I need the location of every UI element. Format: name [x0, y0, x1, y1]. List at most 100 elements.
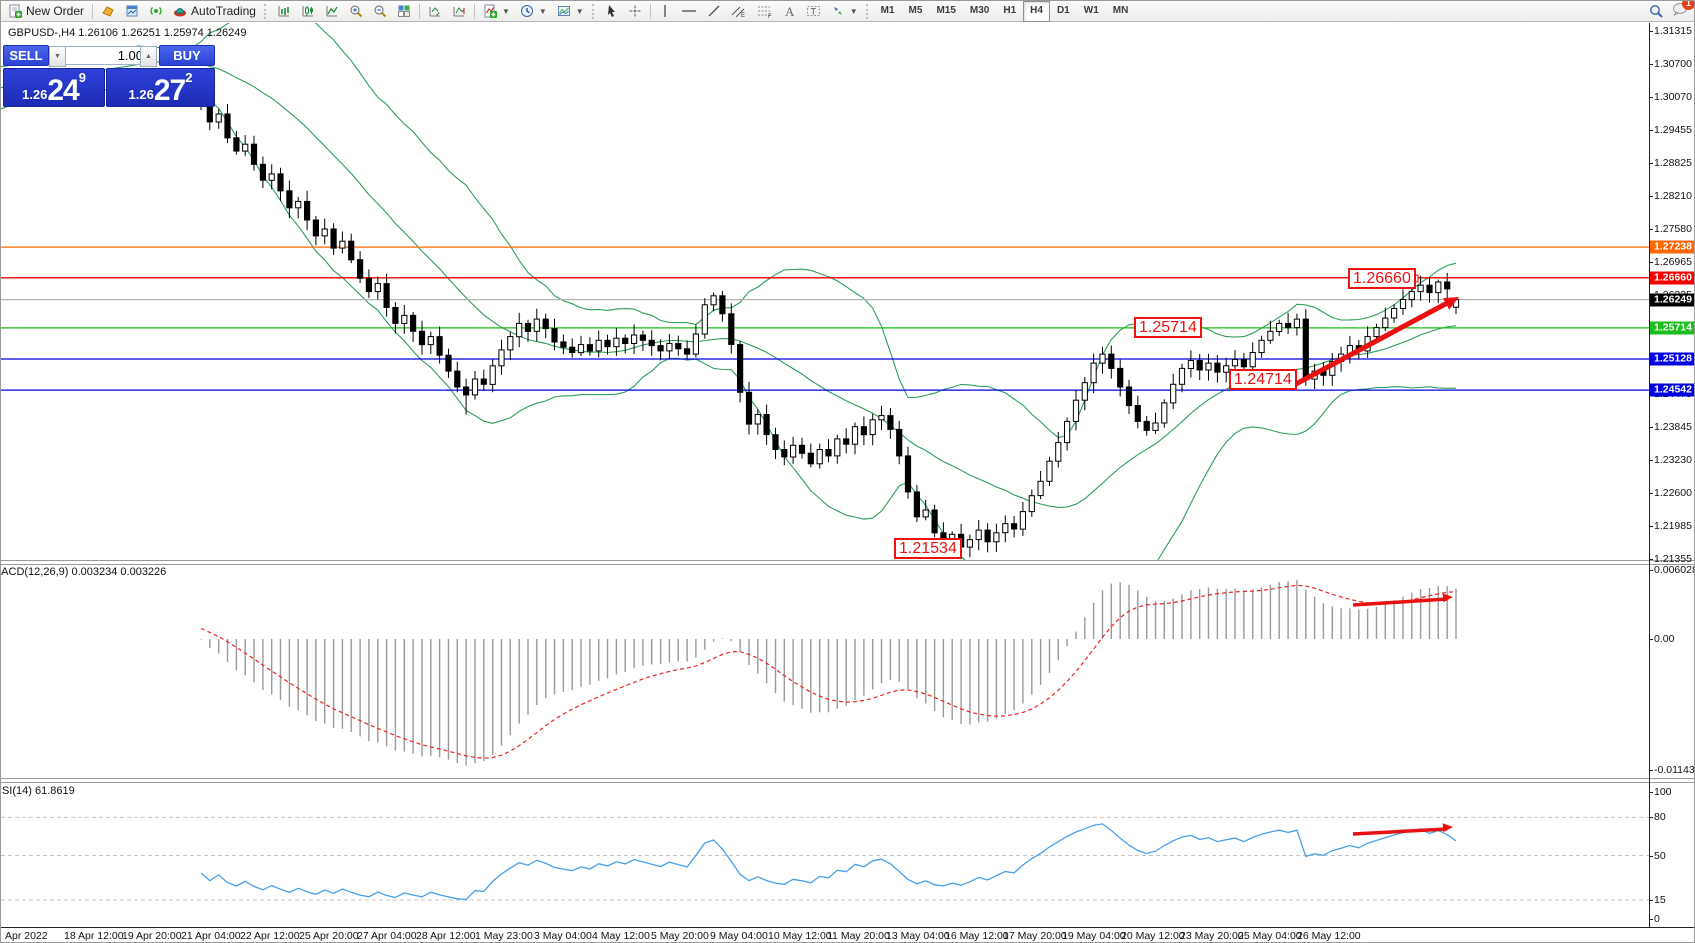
line-chart-button[interactable]: [320, 1, 344, 22]
price-tick-label: 1.30700: [1654, 57, 1692, 70]
axis-tick: [1649, 900, 1653, 901]
zoom-in-icon: [350, 5, 363, 18]
bar-chart-button[interactable]: [272, 1, 296, 22]
time-tick-label: 19 Apr 20:00: [122, 930, 182, 942]
notifications-button[interactable]: 1: [1672, 1, 1694, 21]
panel-separator[interactable]: [1, 560, 1694, 565]
axis-tick: [1649, 163, 1653, 164]
tab-m1[interactable]: M1: [880, 4, 895, 16]
trend-arrow[interactable]: [1292, 297, 1459, 388]
price-annotation[interactable]: 1.21534: [894, 538, 962, 559]
vertical-line-icon: [664, 5, 666, 17]
rsi-tick-label: 50: [1654, 849, 1666, 862]
text-label-tool[interactable]: T: [801, 1, 826, 22]
time-tick-label: 3 May 04:00: [534, 930, 592, 942]
rsi-tick-label: 0: [1654, 913, 1660, 925]
tab-mn[interactable]: MN: [1112, 4, 1129, 16]
autotrading-icon: [174, 8, 187, 17]
level-price-label: 1.25714: [1650, 321, 1694, 335]
tab-w1[interactable]: W1: [1083, 4, 1099, 16]
price-annotation[interactable]: 1.25714: [1134, 317, 1202, 338]
sell-price-big: 24: [47, 74, 79, 107]
cursor-tool-button[interactable]: [600, 1, 623, 22]
macd-signal-line: [200, 584, 1457, 759]
equidistant-channel-tool[interactable]: E: [726, 1, 752, 22]
rsi-panel[interactable]: [1, 781, 1649, 927]
current-price-label: 1.26249: [1650, 293, 1694, 307]
price-tick-label: 1.21355: [1654, 553, 1692, 565]
time-tick-label: 20 May 12:00: [1121, 930, 1185, 942]
separator: [263, 3, 269, 19]
separator: [865, 3, 871, 19]
axis-tick: [1649, 31, 1653, 32]
tab-m30[interactable]: M30: [969, 4, 990, 16]
axis-tick: [1649, 855, 1653, 857]
time-tick-label: 27 Apr 04:00: [357, 930, 417, 942]
price-tick-label: 1.22600: [1654, 487, 1692, 499]
time-tick-label: 18 Apr 12:00: [64, 930, 124, 942]
search-icon[interactable]: [1649, 4, 1664, 19]
new-order-button[interactable]: New Order: [3, 1, 89, 22]
indicators-button[interactable]: ▼: [478, 1, 515, 22]
axis-tick: [1649, 195, 1653, 197]
volume-input[interactable]: [65, 46, 148, 65]
buy-price-display[interactable]: 1.26 27 2: [106, 68, 215, 107]
time-tick-label: 17 May 20:00: [1003, 930, 1067, 942]
time-tick-label: 1 May 23:00: [475, 930, 533, 942]
arrows-tool[interactable]: ▼: [826, 1, 863, 22]
time-tick-label: 26 May 12:00: [1297, 930, 1361, 942]
templates-button[interactable]: ▼: [552, 1, 589, 22]
axis-tick: [1649, 559, 1653, 560]
panel-separator[interactable]: [1, 778, 1694, 783]
candlestick-chart-button[interactable]: [296, 1, 320, 22]
sell-price-display[interactable]: 1.26 24 9: [3, 68, 105, 107]
zoom-out-icon: [374, 5, 387, 18]
axis-tick: [1649, 229, 1653, 230]
macd-arrow[interactable]: [1352, 593, 1453, 607]
tab-h4[interactable]: H4: [1023, 1, 1050, 22]
text-tool[interactable]: A: [778, 1, 801, 22]
new-chart-button[interactable]: [96, 1, 120, 22]
macd-histogram: [200, 579, 1457, 766]
crosshair-tool-button[interactable]: [623, 1, 647, 22]
tab-m15[interactable]: M15: [936, 4, 956, 16]
chart-shift-icon: [453, 7, 465, 17]
time-tick-label: 5 May 20:00: [651, 930, 709, 942]
profiles-button[interactable]: [120, 1, 144, 22]
price-annotation[interactable]: 1.26660: [1348, 268, 1416, 289]
fibonacci-tool[interactable]: F: [752, 1, 778, 22]
buy-button[interactable]: BUY: [159, 45, 215, 66]
tile-windows-button[interactable]: [392, 1, 416, 22]
chart-shift-button[interactable]: [447, 1, 471, 22]
bollinger-bands[interactable]: [1, 23, 1457, 560]
volume-increase-button[interactable]: ▲: [140, 46, 157, 67]
vertical-line-tool[interactable]: [654, 1, 676, 22]
zoom-in-button[interactable]: [344, 1, 368, 22]
auto-scroll-button[interactable]: [423, 1, 447, 22]
rsi-arrow[interactable]: [1352, 823, 1453, 836]
axis-tick: [1649, 919, 1653, 920]
tab-h1[interactable]: H1: [1003, 4, 1017, 16]
zoom-out-button[interactable]: [368, 1, 392, 22]
separator: [591, 3, 597, 19]
tab-m5[interactable]: M5: [908, 4, 923, 16]
price-tick-label: 1.28825: [1654, 157, 1692, 169]
autotrading-button[interactable]: AutoTrading: [168, 1, 261, 22]
time-axis[interactable]: Apr 2022 18 Apr 12:00 19 Apr 20:00 21 Apr 0…: [1, 930, 1694, 942]
toolbar: New Order AutoTrading ▼ ▼ ▼ E F A: [1, 1, 1694, 22]
sell-button[interactable]: SELL: [3, 45, 49, 66]
macd-panel[interactable]: [1, 563, 1649, 778]
main-chart[interactable]: [1, 23, 1649, 560]
signals-button[interactable]: [144, 1, 168, 22]
tab-d1[interactable]: D1: [1056, 4, 1070, 16]
horizontal-line-tool[interactable]: [676, 1, 702, 22]
periods-button[interactable]: ▼: [515, 1, 552, 22]
axis-tick: [1649, 525, 1653, 527]
time-tick-label: 11 May 20:00: [827, 930, 890, 942]
price-tick-label: 1.30070: [1654, 91, 1692, 103]
price-tick-label: 1.23230: [1654, 453, 1692, 466]
time-tick-label: 4 May 12:00: [592, 930, 650, 942]
trendline-tool[interactable]: [702, 1, 726, 22]
volume-decrease-button[interactable]: ▼: [49, 46, 66, 67]
price-annotation[interactable]: 1.24714: [1229, 369, 1297, 390]
